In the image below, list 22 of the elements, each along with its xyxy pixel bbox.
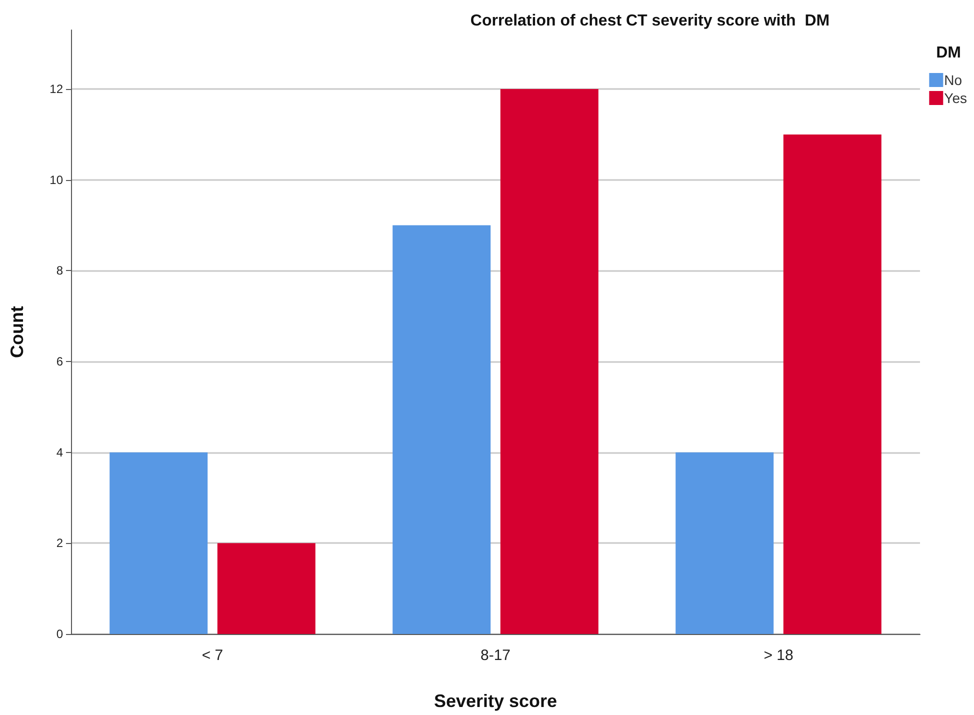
x-tick-label: < 7 (202, 647, 224, 664)
legend-label: Yes (944, 90, 968, 106)
y-tick-label: 8 (56, 264, 64, 278)
y-tick-label: 10 (50, 172, 64, 187)
legend-title: DM (936, 44, 962, 62)
legend-label: No (944, 72, 962, 88)
x-tick-label: > 18 (764, 647, 794, 664)
y-tick-label: 4 (56, 445, 64, 460)
x-axis-title: Severity score (434, 691, 558, 711)
chart-title: Correlation of chest CT severity score with DM (470, 12, 830, 30)
y-tick-label: 12 (50, 82, 64, 96)
bar (676, 452, 774, 634)
bar (110, 452, 208, 634)
y-tick-label: 2 (56, 536, 64, 550)
bar (392, 225, 491, 634)
bar (783, 134, 882, 634)
y-tick-label: 0 (56, 627, 64, 641)
x-tick-label: 8-17 (480, 647, 511, 664)
y-tick-label: 6 (56, 354, 64, 369)
bar (217, 543, 316, 634)
bar (500, 89, 598, 634)
y-axis-title: Count (7, 306, 27, 358)
